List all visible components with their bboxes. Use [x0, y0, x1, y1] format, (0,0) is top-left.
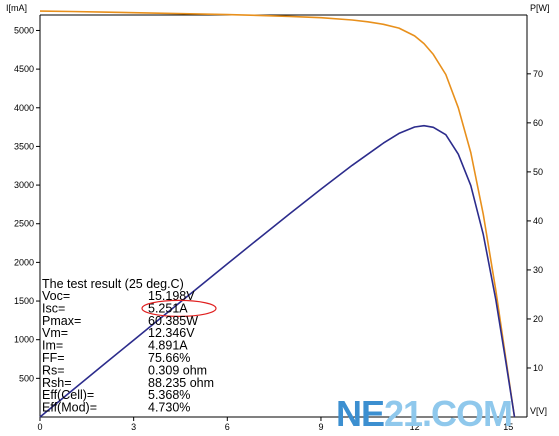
watermark-text: NE21.COM [336, 393, 512, 434]
y-left-tick-label: 5000 [14, 25, 34, 35]
x-tick-label: 9 [318, 422, 323, 432]
y-left-tick-label: 2500 [14, 219, 34, 229]
result-label: FF= [42, 351, 65, 365]
y-left-tick-label: 4000 [14, 103, 34, 113]
result-label: Voc= [42, 289, 70, 303]
x-tick-label: 6 [225, 422, 230, 432]
result-value: 60.385W [148, 314, 198, 328]
x-tick-label: 15 [503, 422, 513, 432]
x-tick-label: 0 [37, 422, 42, 432]
result-value: 0.309 ohm [148, 363, 207, 377]
power-curve-line [39, 124, 516, 418]
result-value: 4.730% [148, 401, 190, 415]
watermark-part-b: 21.COM [384, 393, 512, 434]
curves [39, 10, 516, 418]
y-left-axis-title: I[mA] [6, 3, 27, 13]
y-right-tick-label: 40 [533, 216, 543, 226]
result-label: Im= [42, 339, 63, 353]
result-label: Eff(Cell)= [42, 388, 94, 402]
highlight-ellipse [141, 299, 217, 317]
y-left-tick-label: 2000 [14, 257, 34, 267]
x-axis-title: V[V] [530, 406, 547, 416]
result-value: 15.198V [148, 289, 195, 303]
result-label: Eff(Mod)= [42, 401, 97, 415]
watermark-part-a: NE [336, 393, 384, 434]
watermark: NE21.COM [336, 393, 513, 434]
result-label: Vm= [42, 326, 68, 340]
y-left-tick-label: 3000 [14, 180, 34, 190]
test-results-panel: The test result (25 deg.C) Voc= 15.198V Is… [42, 277, 217, 415]
axes [39, 14, 528, 418]
y-left-tick-label: 3500 [14, 141, 34, 151]
x-tick-label: 12 [410, 422, 420, 432]
result-label: Pmax= [42, 314, 81, 328]
y-right-tick-label: 70 [533, 69, 543, 79]
y-right-tick-label: 50 [533, 167, 543, 177]
result-value: 4.891A [148, 339, 188, 353]
y-right-axis-title: P[W] [530, 3, 550, 13]
x-tick-label: 3 [131, 422, 136, 432]
y-left-tick-label: 4500 [14, 64, 34, 74]
y-left-tick-label: 500 [19, 373, 34, 383]
ticks: 0 3 6 9 12 15 500 1000 1500 2000 2500 3000 3500 4000 4… [14, 25, 543, 432]
y-right-tick-label: 30 [533, 265, 543, 275]
results-title: The test result (25 deg.C) [42, 277, 184, 291]
y-left-tick-label: 1000 [14, 335, 34, 345]
y-right-tick-label: 10 [533, 363, 543, 373]
y-right-tick-label: 60 [533, 118, 543, 128]
result-label: Rs= [42, 363, 65, 377]
result-value: 88.235 ohm [148, 376, 214, 390]
result-label: Isc= [42, 301, 65, 315]
result-value: 12.346V [148, 326, 195, 340]
y-right-tick-label: 20 [533, 314, 543, 324]
result-value: 75.66% [148, 351, 190, 365]
y-left-tick-label: 1500 [14, 296, 34, 306]
result-value: 5.251A [148, 301, 188, 315]
current-curve-line [39, 10, 516, 418]
result-value: 5.368% [148, 388, 190, 402]
result-label: Rsh= [42, 376, 72, 390]
